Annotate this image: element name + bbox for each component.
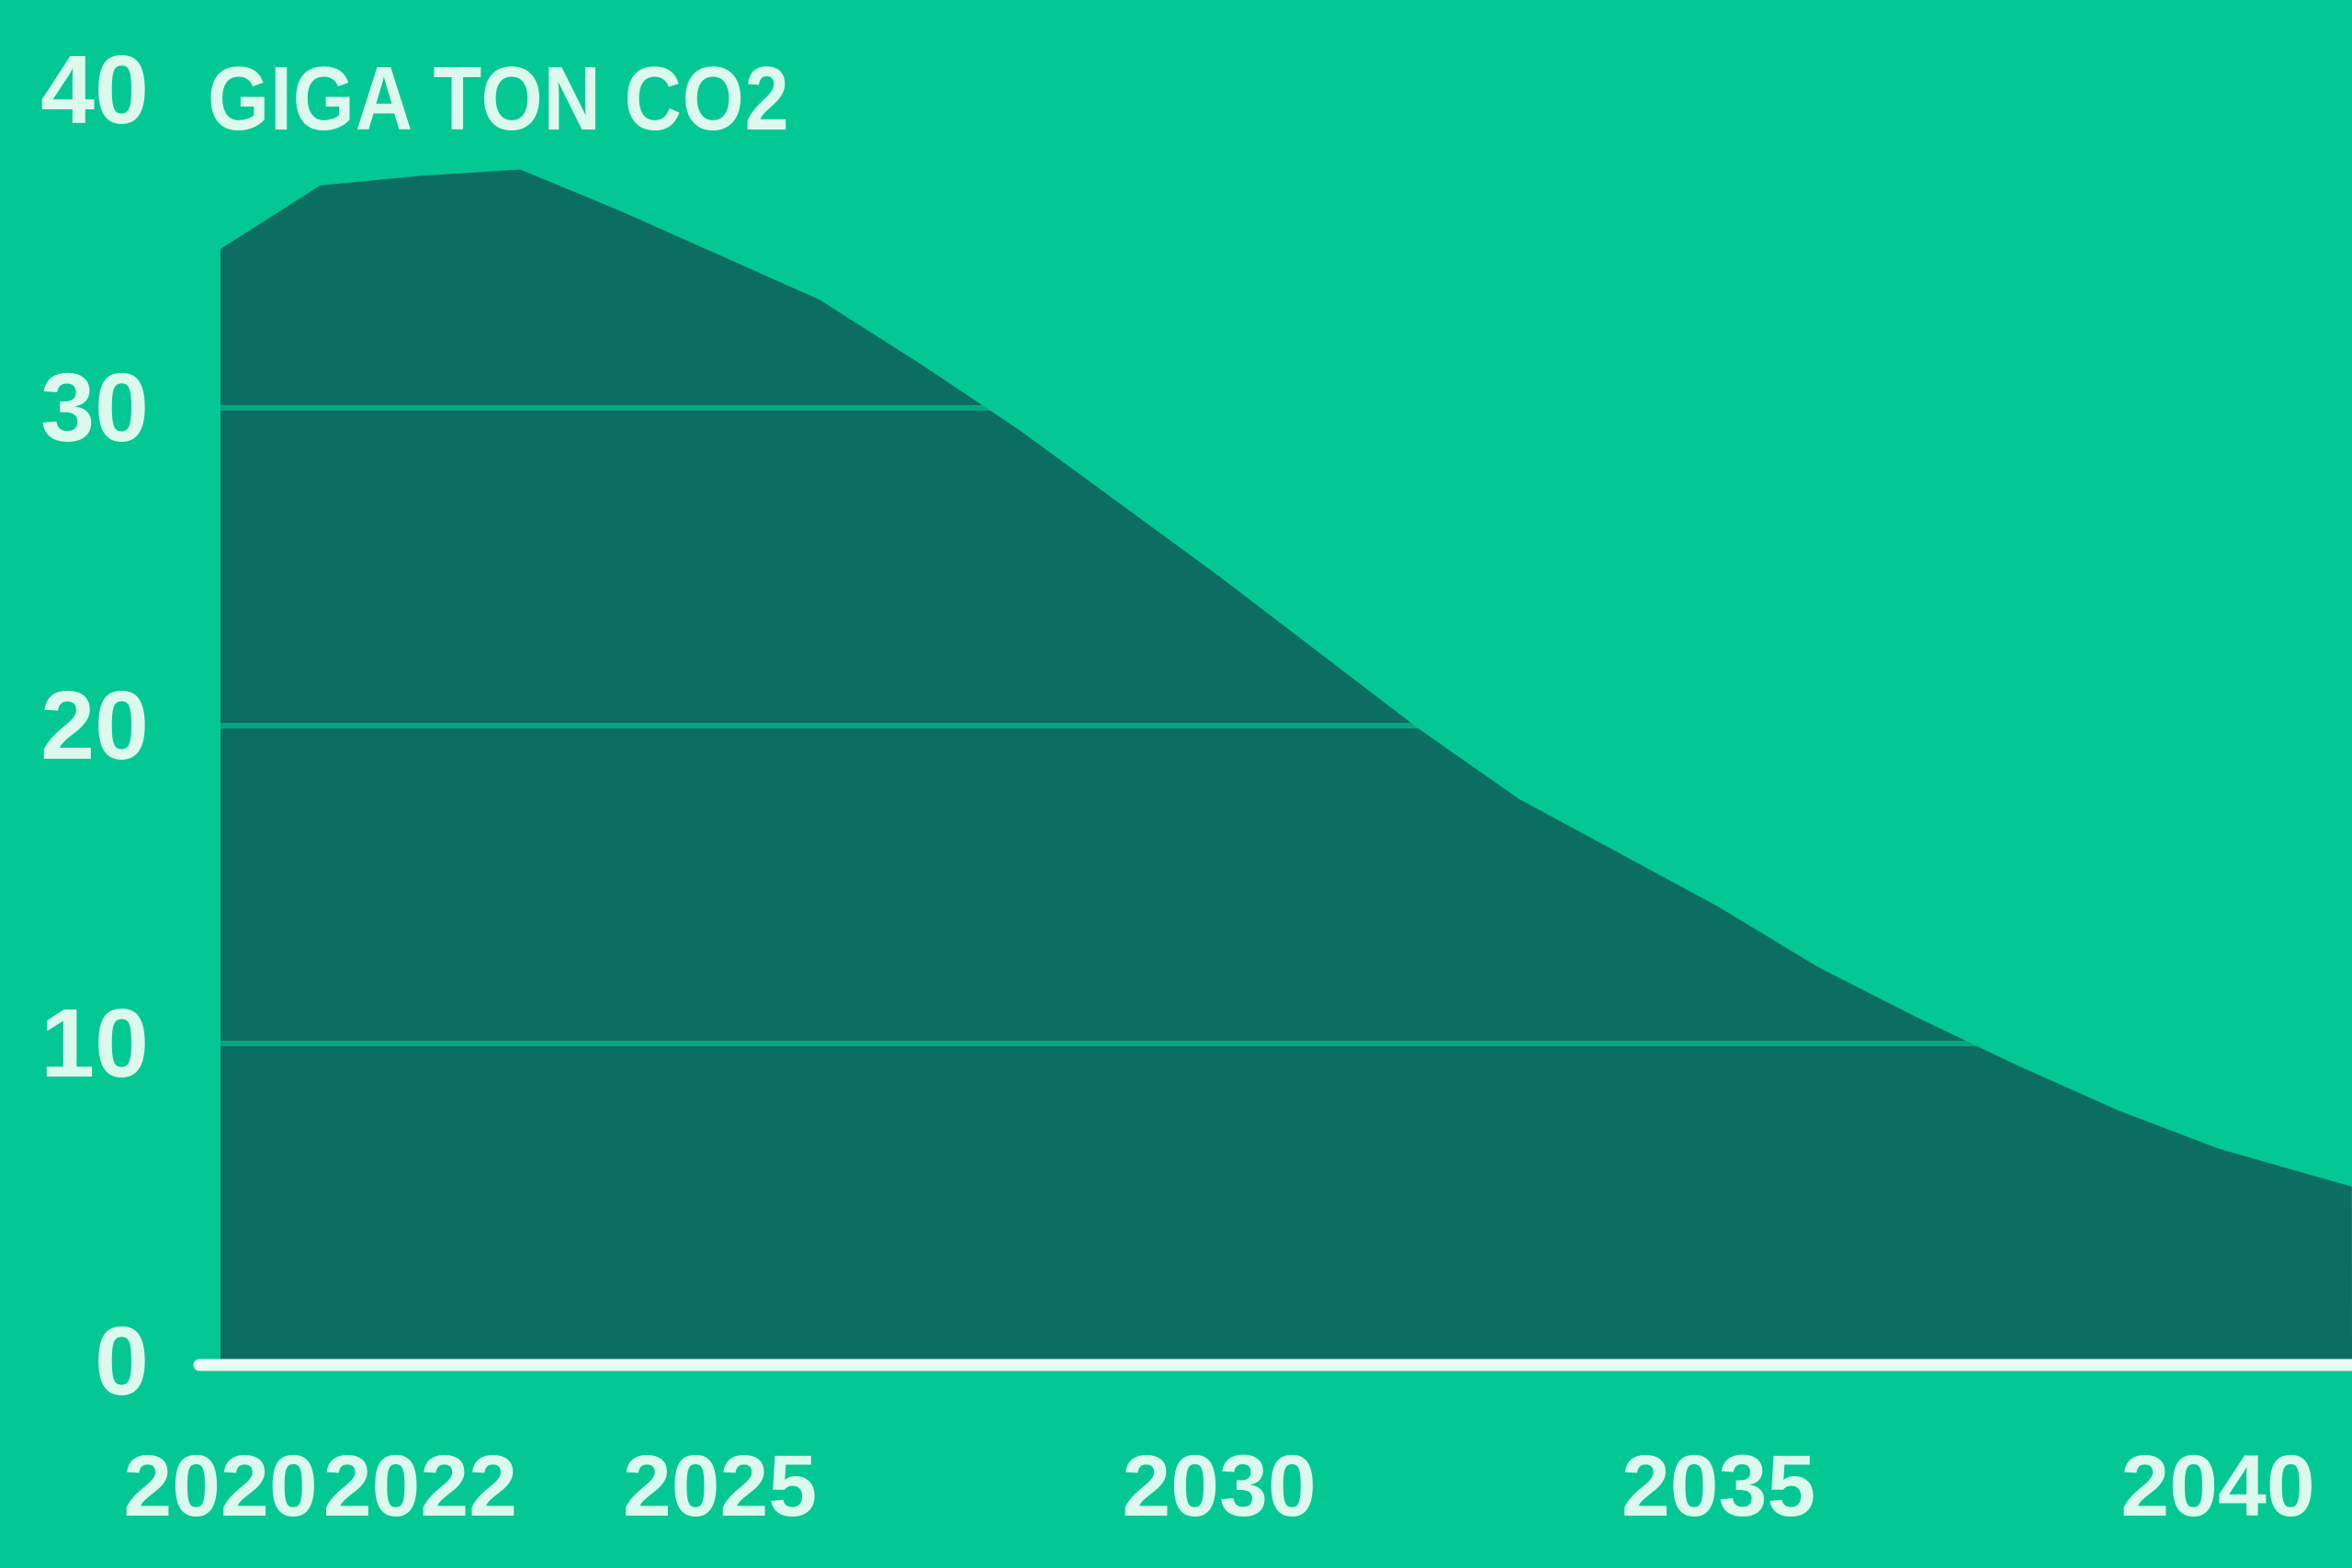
x-axis-label-2035: 2035 bbox=[1621, 1438, 1816, 1535]
y-axis-label-30: 30 bbox=[40, 354, 149, 462]
y-axis-label-40: 40 bbox=[40, 36, 149, 144]
x-axis-label-2022: 2022 bbox=[322, 1438, 518, 1535]
x-axis-label-2040: 2040 bbox=[2120, 1438, 2315, 1535]
emissions-area-shape bbox=[220, 169, 2352, 1361]
horizontal-gridlines bbox=[193, 405, 2352, 1046]
x-axis-label-2025: 2025 bbox=[622, 1438, 818, 1535]
y-axis-label-20: 20 bbox=[40, 671, 149, 780]
chart-title: GIGA TON CO2 bbox=[208, 48, 790, 149]
y-axis-label-0: 0 bbox=[95, 1307, 149, 1416]
x-axis-label-2020: 2020 bbox=[123, 1438, 318, 1535]
y-axis-label-10: 10 bbox=[40, 989, 149, 1098]
x-axis-label-2030: 2030 bbox=[1122, 1438, 1317, 1535]
